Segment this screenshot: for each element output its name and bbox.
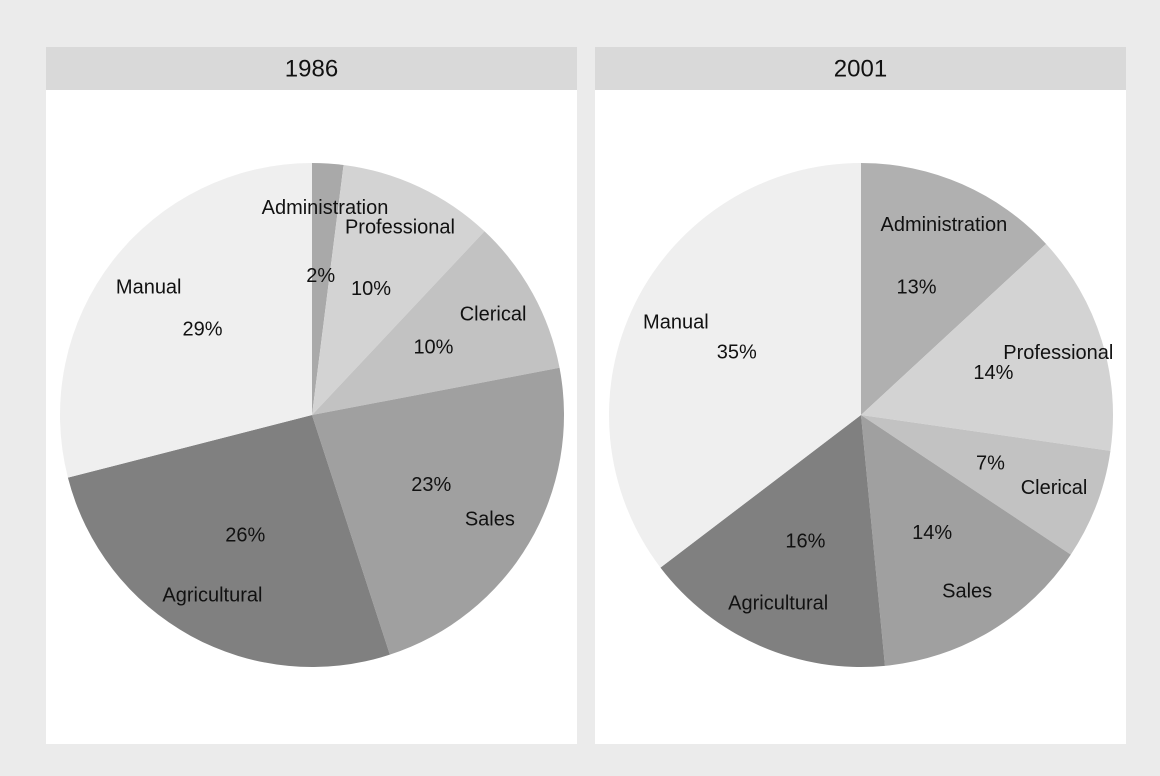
pie-slice (861, 415, 1111, 555)
pie-slice (861, 244, 1114, 451)
value-label: 10% (413, 337, 453, 359)
pie-slice (312, 164, 485, 415)
panel-title: 2001 (834, 55, 887, 82)
panel-header (595, 47, 1126, 90)
value-label: 2% (306, 265, 335, 287)
slice-label: Sales (942, 581, 992, 603)
pie-slice (312, 231, 560, 415)
pie-slice (861, 163, 1047, 415)
pie-slice (660, 415, 885, 668)
value-label: 14% (912, 522, 952, 544)
pie-slice (67, 415, 390, 667)
slice-label: Clerical (1021, 477, 1088, 499)
panel-header (46, 47, 577, 90)
pie-slice (312, 163, 344, 415)
pie-slice (312, 367, 564, 655)
slice-label: Clerical (460, 304, 527, 326)
pie-slice (609, 163, 861, 568)
value-label: 10% (351, 278, 391, 300)
slice-label: Agricultural (728, 593, 828, 615)
slice-label: Professional (345, 216, 455, 238)
value-label: 7% (976, 453, 1005, 475)
value-label: 23% (411, 474, 451, 496)
value-label: 26% (225, 525, 265, 547)
value-label: 29% (182, 318, 222, 340)
slice-label: Manual (116, 277, 182, 299)
slice-label: Manual (643, 312, 709, 334)
slice-label: Administration (880, 214, 1007, 236)
value-label: 14% (973, 362, 1013, 384)
slice-label: Agricultural (162, 584, 262, 606)
value-label: 35% (717, 342, 757, 364)
pie-slice (861, 415, 1071, 666)
pie-slice (59, 163, 313, 478)
value-label: 16% (785, 530, 825, 552)
panel-title: 1986 (285, 55, 338, 82)
value-label: 13% (897, 276, 937, 298)
slice-label: Professional (1003, 342, 1113, 364)
slice-label: Administration (262, 197, 389, 219)
slice-label: Sales (465, 508, 515, 530)
